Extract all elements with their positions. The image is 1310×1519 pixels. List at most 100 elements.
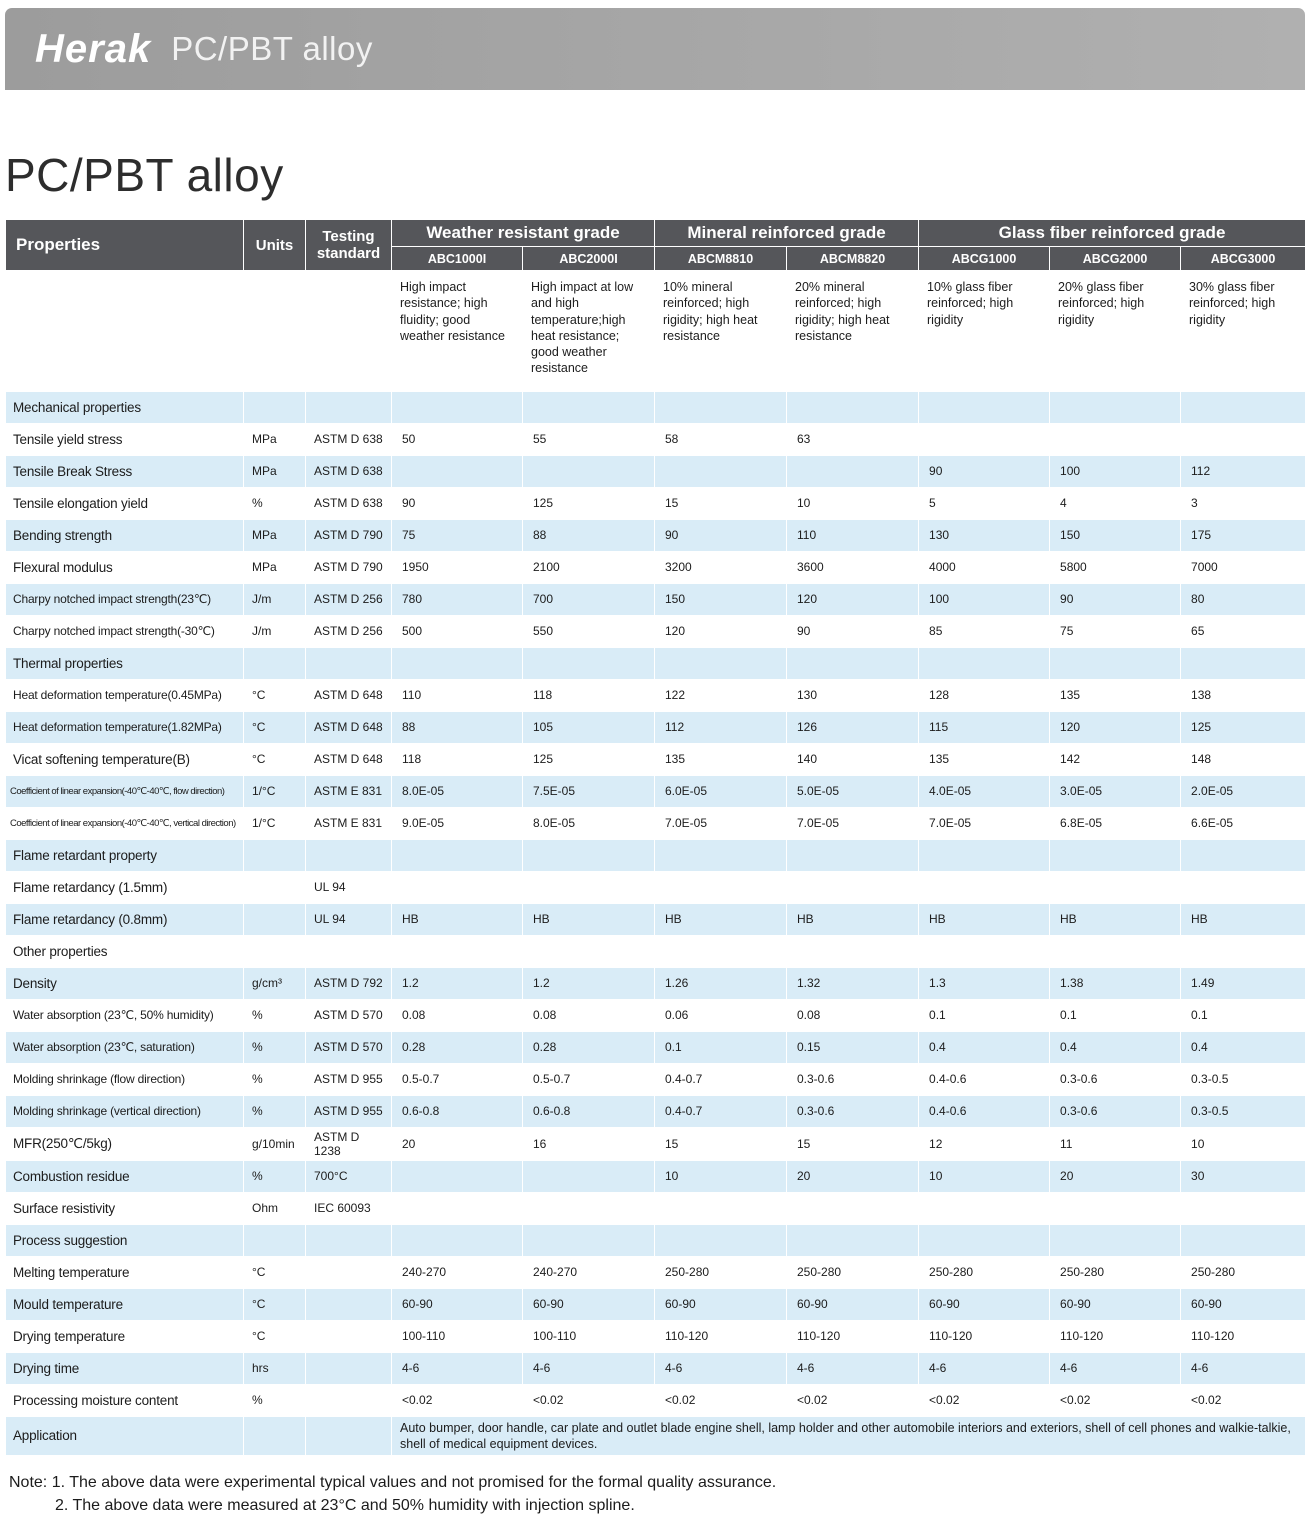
empty-cell [5, 270, 244, 392]
standard-cell [305, 838, 392, 872]
value-cell: 8.0E-05 [522, 806, 655, 840]
value-cell: 65 [1180, 614, 1307, 648]
standard-cell [305, 1255, 392, 1289]
value-cell: 20 [391, 1126, 523, 1161]
value-cell: 3.0E-05 [1049, 774, 1182, 808]
unit-cell: % [243, 1062, 306, 1096]
value-cell [918, 646, 1051, 680]
value-cell: 88 [391, 710, 523, 744]
standard-cell: ASTM D 256 [305, 614, 392, 648]
value-cell: 5.0E-05 [785, 774, 920, 808]
unit-cell: % [243, 1383, 306, 1417]
value-cell: 30 [1180, 1159, 1307, 1193]
unit-cell [243, 1415, 306, 1456]
value-cell: 90 [785, 614, 920, 648]
value-cell: 550 [522, 614, 655, 648]
product-code: ABCG1000 [918, 246, 1051, 271]
property-name: Flame retardancy (1.5mm) [5, 870, 244, 904]
standard-cell: ASTM D 648 [305, 710, 392, 744]
value-cell: 10 [654, 1159, 787, 1193]
value-cell [918, 1191, 1051, 1225]
value-cell: 780 [391, 582, 523, 616]
property-name: Process suggestion [5, 1223, 244, 1257]
value-cell [522, 646, 655, 680]
value-cell: 0.1 [1049, 998, 1182, 1032]
value-cell [522, 390, 655, 424]
value-cell: 120 [654, 614, 787, 648]
value-cell [785, 1191, 920, 1225]
value-cell: 0.4 [1180, 1030, 1307, 1064]
value-cell: 105 [522, 710, 655, 744]
value-cell: 90 [654, 518, 787, 552]
value-cell: 1.38 [1049, 966, 1182, 1000]
value-cell: 7.0E-05 [785, 806, 920, 840]
value-cell: 4-6 [391, 1351, 523, 1385]
property-name: Charpy notched impact strength(-30℃) [5, 614, 244, 648]
value-cell: 90 [391, 486, 523, 520]
value-cell: 240-270 [391, 1255, 523, 1289]
value-cell: 6.0E-05 [654, 774, 787, 808]
standard-cell [305, 1287, 392, 1321]
value-cell: 138 [1180, 678, 1307, 712]
value-cell: 100 [918, 582, 1051, 616]
value-cell: 122 [654, 678, 787, 712]
property-name: Vicat softening temperature(B) [5, 742, 244, 776]
value-cell [1049, 1223, 1182, 1257]
spec-row: Charpy notched impact strength(-30℃) J/m A… [5, 614, 1307, 648]
value-cell [918, 390, 1051, 424]
value-cell: 10 [785, 486, 920, 520]
value-cell: 12 [918, 1126, 1051, 1161]
value-cell: HB [522, 902, 655, 936]
value-cell: 1.49 [1180, 966, 1307, 1000]
empty-cell [305, 270, 392, 392]
value-cell [391, 1159, 523, 1193]
banner-subtitle: PC/PBT alloy [171, 30, 373, 67]
spec-row: Flexural modulus MPa ASTM D 790 1950 2100 320… [5, 550, 1307, 584]
property-name: Other properties [5, 934, 244, 968]
value-cell: 88 [522, 518, 655, 552]
property-name: Melting temperature [5, 1255, 244, 1289]
unit-cell [243, 934, 306, 968]
col-header-properties: Properties [5, 219, 244, 271]
spec-row: Combustion residue% 700°C 10 20 10 20 30 [5, 1159, 1307, 1193]
value-cell: 3600 [785, 550, 920, 584]
standard-cell [305, 1383, 392, 1417]
value-cell: 10 [918, 1159, 1051, 1193]
value-cell: 7000 [1180, 550, 1307, 584]
value-cell [1049, 838, 1182, 872]
value-cell: 125 [522, 486, 655, 520]
product-description: 20% glass fiber reinforced; high rigidit… [1049, 270, 1182, 392]
value-cell: 0.4-0.7 [654, 1094, 787, 1128]
value-cell: 0.6-0.8 [522, 1094, 655, 1128]
property-name: Heat deformation temperature(0.45MPa) [5, 678, 244, 712]
spec-row: Molding shrinkage (flow direction)% ASTM … [5, 1062, 1307, 1096]
value-cell: 175 [1180, 518, 1307, 552]
value-cell [654, 1223, 787, 1257]
unit-cell: °C [243, 1319, 306, 1353]
value-cell: 0.4 [918, 1030, 1051, 1064]
product-code: ABCG3000 [1180, 246, 1307, 271]
value-cell: 4.0E-05 [918, 774, 1051, 808]
note-line-1: Note: 1. The above data were experimenta… [9, 1473, 777, 1491]
value-cell: 0.1 [654, 1030, 787, 1064]
standard-cell: 700°C [305, 1159, 392, 1193]
property-name: MFR(250℃/5kg) [5, 1126, 244, 1161]
value-cell: 90 [918, 454, 1051, 488]
value-cell: 1.2 [522, 966, 655, 1000]
product-code: ABC1000I [391, 246, 523, 271]
value-cell [522, 454, 655, 488]
section-row: Thermal properties [5, 646, 1307, 680]
section-row: Flame retardant property [5, 838, 1307, 872]
spec-row: Coefficient of linear expansion(-40℃-40℃… [5, 774, 1307, 808]
value-cell [654, 454, 787, 488]
group-header-glass-fiber: Glass fiber reinforced grade [918, 219, 1307, 247]
value-cell [1180, 870, 1307, 904]
spec-row: Tensile yield stress MPa ASTM D 638 50 55 58 6… [5, 422, 1307, 456]
spec-row: Processing moisture content% <0.02 <0.02 <0… [5, 1383, 1307, 1417]
value-cell: 1.2 [391, 966, 523, 1000]
value-cell: 60-90 [391, 1287, 523, 1321]
value-cell: 0.3-0.6 [1049, 1094, 1182, 1128]
unit-cell: MPa [243, 422, 306, 456]
property-name: Tensile Break Stress [5, 454, 244, 488]
spec-row: Charpy notched impact strength(23℃) J/m AS… [5, 582, 1307, 616]
